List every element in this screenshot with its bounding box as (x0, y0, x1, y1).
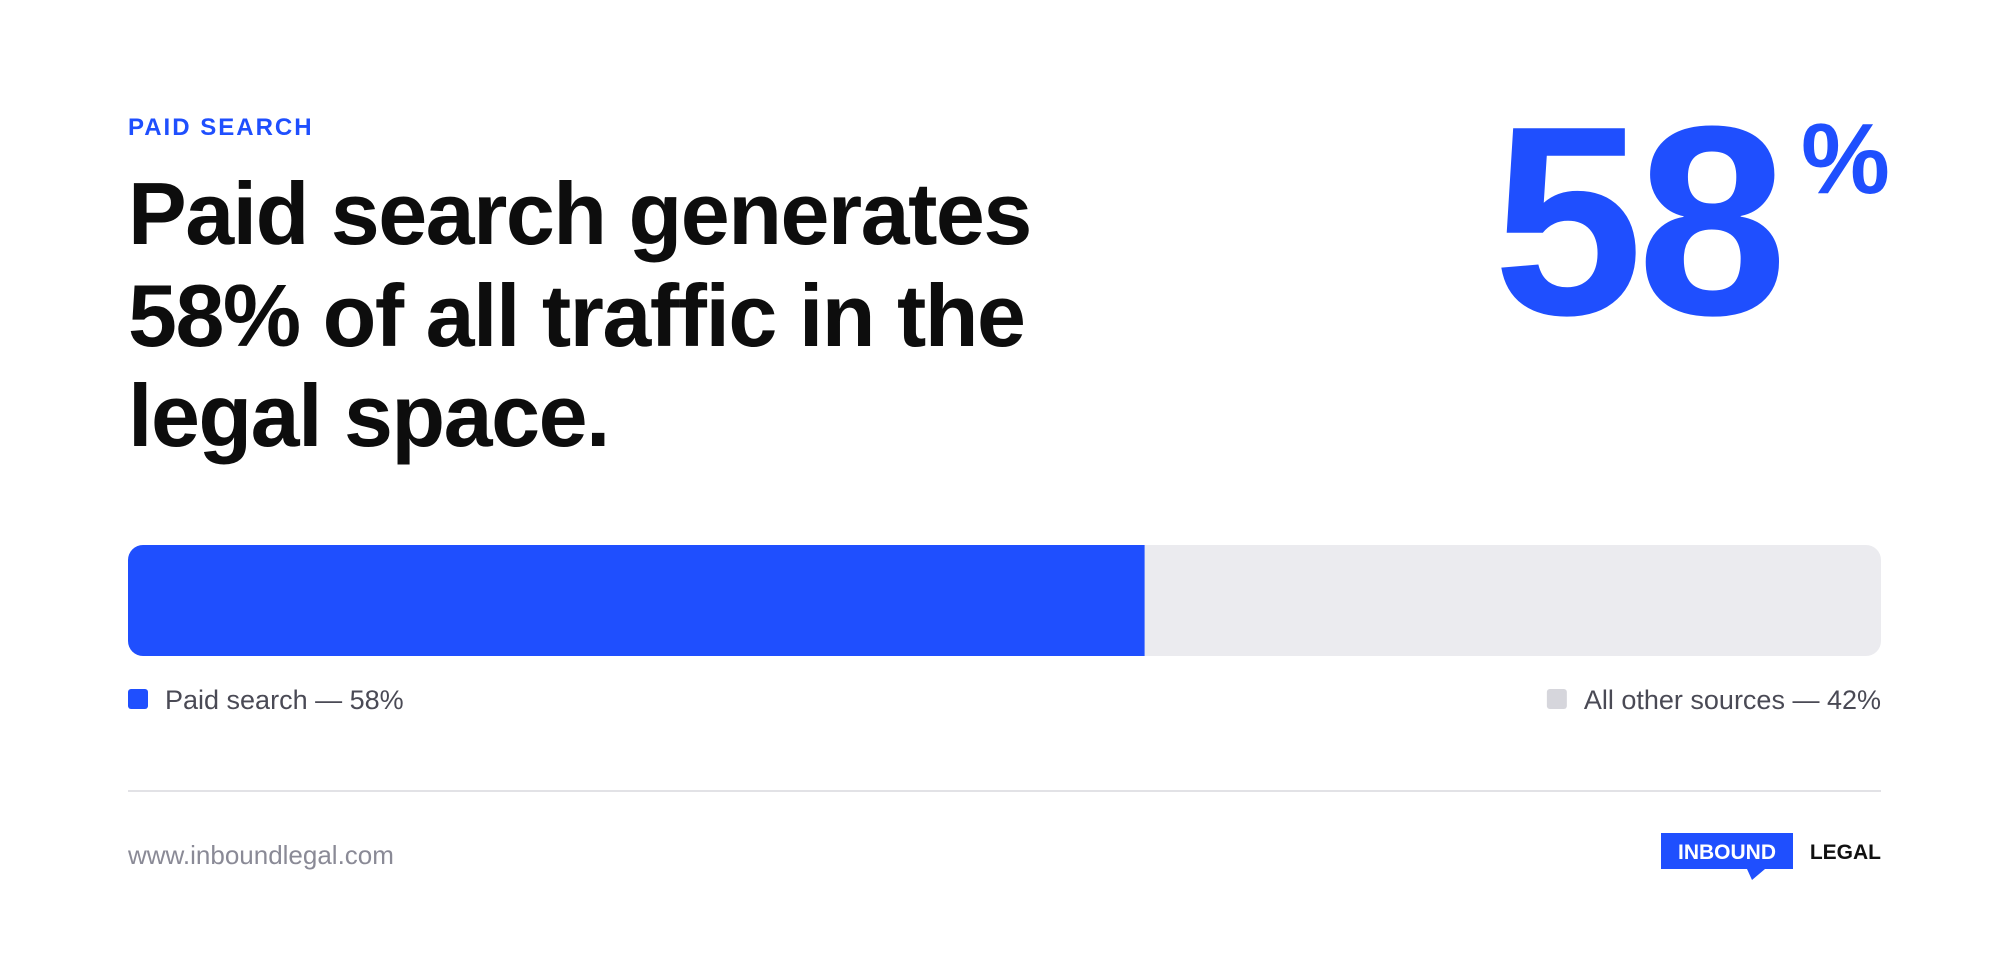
logo: INBOUND LEGAL (1661, 833, 1881, 880)
legend-label: Paid search — 58% (165, 685, 404, 715)
title-line: legal space. (128, 366, 609, 465)
headline-number: 58 (1493, 71, 1781, 372)
logo-text: INBOUND (1678, 841, 1776, 864)
bar-group (128, 545, 1881, 656)
title-line: 58% of all traffic in the (128, 266, 1024, 365)
bar-segment (1144, 545, 1881, 656)
logo-text: LEGAL (1810, 841, 1881, 864)
bar-segment (128, 545, 1145, 656)
legend-label: All other sources — 42% (1584, 685, 1881, 715)
headline-unit: % (1801, 103, 1890, 215)
title-line: Paid search generates (128, 164, 1031, 263)
logo-tail (1747, 869, 1765, 880)
legend-swatch (128, 689, 148, 709)
footer-url: www.inboundlegal.com (127, 840, 394, 870)
legend-swatch (1546, 689, 1567, 709)
logo-box (1661, 833, 1793, 869)
eyebrow: PAID SEARCH (128, 114, 314, 141)
